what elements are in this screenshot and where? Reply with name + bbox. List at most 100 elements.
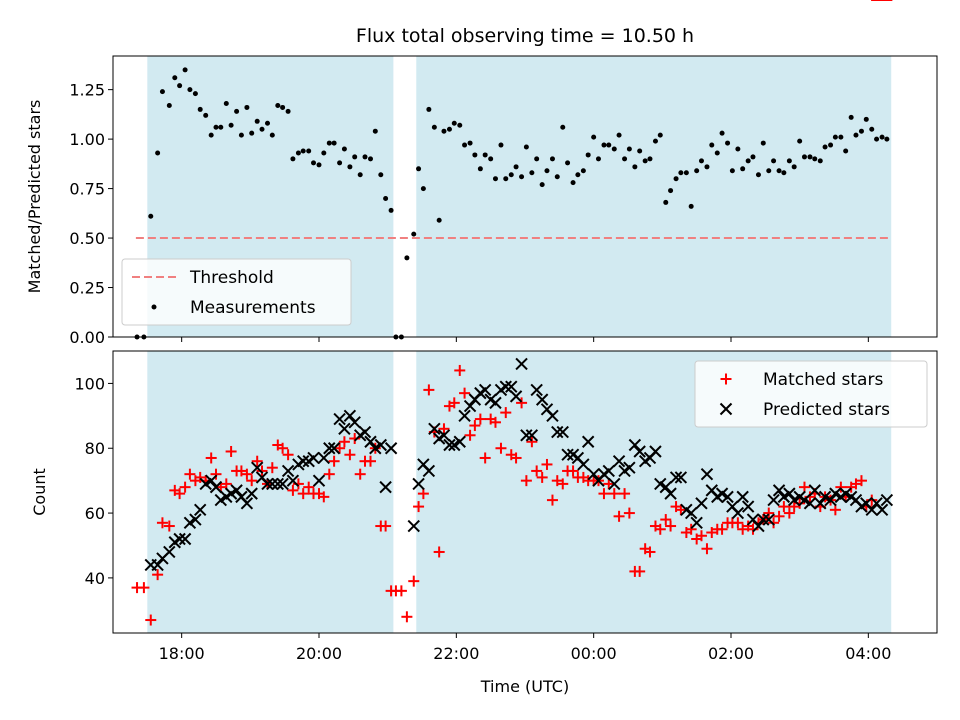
ratio-panel: 0.00 0.25 0.50 0.75 1.00 1.25 Matched/Predict… (25, 55, 938, 347)
count-points (131, 0, 894, 626)
predicted-point (577, 458, 590, 471)
measurement-point (326, 140, 332, 146)
cross-b (458, 409, 471, 423)
predicted-point (623, 461, 636, 474)
cross-b (535, 393, 549, 406)
predicted-point (312, 474, 326, 487)
cross-b (307, 451, 320, 465)
matched-point (855, 475, 867, 487)
cross-b (705, 484, 718, 497)
bottom-legend: Matched stars Predicted stars (694, 360, 928, 428)
measurement-point (791, 164, 797, 170)
predicted-point (428, 422, 441, 436)
matched-point (241, 468, 253, 480)
measurement-point (446, 126, 452, 132)
matched-point (516, 397, 528, 409)
measurement-point (874, 136, 880, 142)
cross-b (623, 461, 636, 474)
predicted-point (204, 474, 218, 487)
cross-b (880, 493, 894, 507)
measurement-point (372, 128, 378, 134)
measurement-point (668, 188, 674, 194)
matched-point (546, 494, 558, 506)
cross-b (443, 438, 456, 452)
matched-point (152, 569, 164, 581)
top-axes-frame (112, 55, 938, 338)
measurement-point (213, 124, 219, 130)
predicted-point (741, 500, 755, 513)
measurement-point (647, 156, 653, 162)
cross-b (327, 442, 341, 455)
matched-point (401, 611, 413, 623)
matched-point (536, 471, 548, 483)
cross-b (163, 545, 176, 559)
measurement-point (254, 118, 260, 124)
measurement-point (269, 132, 275, 138)
measurement-point (663, 199, 669, 205)
cross-b (255, 471, 269, 484)
predicted-point (535, 393, 549, 406)
measurement-point (182, 67, 188, 73)
matched-point (205, 452, 217, 464)
cross-b (551, 425, 564, 439)
predicted-point (649, 445, 662, 458)
predicted-point (178, 532, 192, 546)
measurement-point (203, 112, 209, 118)
measurement-point (801, 154, 807, 160)
predicted-point (752, 519, 765, 533)
measurement-point (786, 158, 792, 164)
x-tick-label: 00:00 (571, 644, 617, 663)
measurement-point (451, 120, 457, 126)
cross-b (286, 474, 300, 487)
legend-measurement-swatch (151, 304, 157, 310)
measurement-point (626, 146, 632, 152)
cross-b (437, 429, 451, 442)
predicted-point (163, 545, 176, 559)
cross-b (571, 451, 585, 465)
measurement-point (275, 102, 281, 108)
legend-predicted-label: Predicted stars (763, 400, 890, 420)
measurement-point (766, 168, 772, 174)
predicted-point (695, 497, 708, 510)
measurement-point (436, 217, 442, 223)
predicted-point (296, 454, 310, 468)
measurement-point (492, 176, 498, 182)
measurement-point (750, 154, 756, 160)
cross-b (612, 454, 626, 468)
predicted-point (530, 383, 543, 397)
measurement-point (652, 138, 658, 144)
predicted-point (230, 484, 243, 497)
cross-b (849, 493, 863, 507)
measurement-point (565, 160, 571, 166)
y-tick-label: 80 (85, 439, 105, 458)
cross-b (333, 412, 346, 426)
measurement-point (155, 150, 161, 156)
measurement-point (848, 114, 854, 120)
measurement-point (337, 160, 343, 166)
matched-point (448, 397, 460, 409)
cross-b (746, 513, 760, 526)
predicted-point (384, 442, 398, 455)
matched-point (644, 546, 656, 558)
measurement-point (673, 176, 679, 182)
matched-point (303, 481, 315, 493)
cross-b (520, 429, 533, 442)
predicted-point (412, 477, 425, 491)
cross-b (358, 425, 372, 439)
predicted-point (669, 471, 683, 484)
measurement-point (321, 150, 327, 156)
predicted-point (690, 516, 703, 530)
predicted-point (814, 497, 827, 510)
cross-b (721, 490, 734, 504)
measurement-point (781, 170, 787, 176)
matched-point (489, 416, 501, 428)
measurement-point (616, 132, 622, 138)
matched-point (225, 445, 237, 457)
matched-point (613, 510, 625, 522)
measurement-point (472, 152, 478, 158)
predicted-point (327, 442, 341, 455)
measurement-point (869, 126, 875, 132)
matched-point (747, 523, 759, 535)
measurement-point (771, 158, 777, 164)
measurement-point (539, 182, 545, 188)
